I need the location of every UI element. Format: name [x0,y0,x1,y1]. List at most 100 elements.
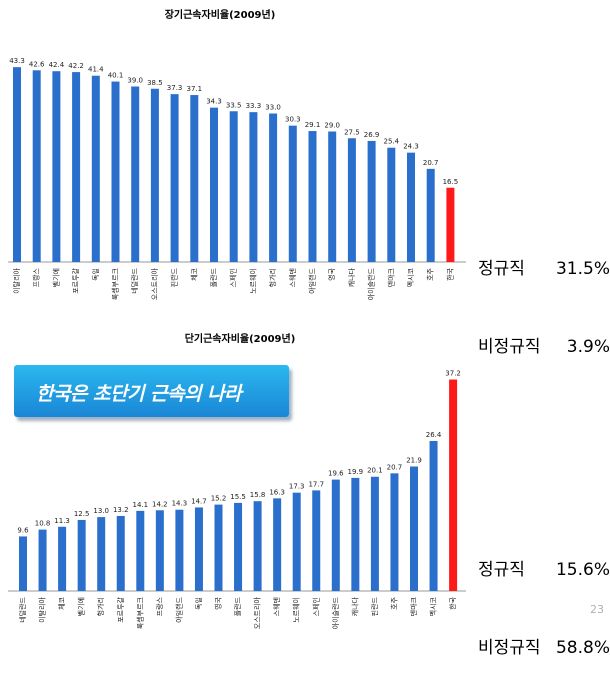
bar [32,70,41,262]
category-label: 네덜란드 [18,596,27,622]
summary-label: 비정규직 [478,638,541,658]
category-label: 아일랜드 [174,596,183,622]
bar [328,131,337,262]
category-label: 핀란드 [170,267,179,287]
category-label: 한국 [449,596,457,609]
bar [370,476,379,591]
bar-value-label: 26.4 [426,431,442,439]
bar [52,71,61,262]
bar [194,507,203,591]
summary-value: 3.9% [566,337,610,357]
category-label: 덴마크 [409,596,418,616]
category-label: 영국 [327,267,336,280]
category-label: 룩셈부르크 [135,596,144,629]
bar [19,536,27,591]
bar-value-label: 42.6 [29,60,45,68]
bar-value-label: 19.6 [328,470,344,478]
summary-regular-row: 정규직 31.5% [478,256,610,282]
category-label: 헝가리 [268,268,277,287]
bar-value-label: 17.3 [289,483,305,491]
bar-value-label: 19.9 [348,468,364,476]
category-label: 오스트리아 [253,596,262,629]
category-label: 스웨덴 [272,597,281,616]
category-label: 포르투갈 [117,596,125,622]
category-label: 오스트리아 [150,267,159,300]
category-label: 스웨덴 [288,268,297,287]
bar [190,95,199,262]
bar-value-label: 39.0 [127,77,143,85]
category-label: 아일랜드 [308,267,317,293]
bar [449,379,458,591]
category-label: 이탈리아 [38,596,47,622]
bar-value-label: 16.3 [269,488,285,496]
bar-value-label: 37.1 [187,85,203,93]
long-tenure-summary: 정규직 31.5% 비정규직 3.9% [478,204,610,386]
bar-value-label: 38.5 [147,79,163,87]
bar-value-label: 13.0 [93,507,109,515]
bar-value-label: 14.1 [133,501,149,509]
bar-value-label: 15.8 [250,491,266,499]
bar [229,111,238,262]
category-label: 네덜란드 [130,267,139,293]
bar [331,479,340,591]
summary-nonregular-row: 비정규직 3.9% [478,334,610,360]
short-tenure-chart-title: 단기근속자비율(2009년) [185,332,296,345]
bar [426,168,435,262]
category-label: 캐나다 [350,596,359,616]
bar-value-label: 13.2 [113,506,129,514]
category-label: 호주 [390,596,398,609]
category-label: 벨기에 [51,268,60,287]
category-label: 노르웨이 [248,268,257,294]
bar-value-label: 43.3 [9,57,25,65]
bar [150,88,159,262]
bar [155,510,164,591]
bar-value-label: 14.2 [152,500,168,508]
bar-value-label: 10.8 [35,520,51,528]
category-label: 벨기에 [77,597,86,616]
bar [308,131,317,262]
category-label: 이탈리아 [12,267,21,293]
bar-value-label: 20.7 [387,463,403,471]
bar-value-label: 20.7 [423,159,439,167]
bar [351,477,360,591]
bar-value-label: 37.3 [167,84,183,92]
summary-value: 58.8% [555,638,610,658]
headline-banner: 한국은 초단기 근속의 나라 [14,365,289,417]
bar [312,490,321,591]
bar [249,112,258,263]
category-label: 체코 [190,267,198,280]
bar [116,515,125,591]
bar-value-label: 37.2 [445,370,461,378]
bar [292,492,301,591]
summary-value: 15.6% [555,560,610,580]
bar [131,86,140,262]
bar [58,526,67,591]
category-label: 독일 [194,597,203,610]
bar-value-label: 33.3 [246,102,262,110]
category-label: 아이슬란드 [367,267,376,300]
summary-nonregular-row: 비정규직 58.8% [478,635,610,661]
category-label: 포르투갈 [72,267,80,293]
bar [97,517,106,591]
bar [253,501,262,591]
bar [288,125,297,263]
category-label: 프랑스 [156,596,164,616]
bar-value-label: 33.5 [226,101,242,109]
bar [234,502,243,591]
category-label: 스페인 [311,597,320,616]
bar [387,147,396,262]
category-label: 룩셈부르크 [111,267,120,300]
bar [136,510,145,591]
long-tenure-chart-title: 장기근속자비율(2009년) [165,8,276,21]
short-tenure-summary: 정규직 15.6% 비정규직 58.8% [478,505,610,687]
summary-label: 정규직 [478,560,525,580]
category-label: 체코 [58,596,66,609]
summary-label: 정규직 [478,259,525,279]
bar-value-label: 29.0 [324,122,340,130]
category-label: 노르웨이 [292,597,301,623]
bar-value-label: 20.1 [367,467,383,475]
bar-value-label: 15.5 [230,493,246,501]
long-tenure-chart: 장기근속자비율(2009년) 43.3 이탈리아 42.6 프랑스 42.4 벨기에 42.… [8,8,466,300]
page-number: 23 [590,603,604,616]
category-label: 헝가리 [96,597,105,616]
